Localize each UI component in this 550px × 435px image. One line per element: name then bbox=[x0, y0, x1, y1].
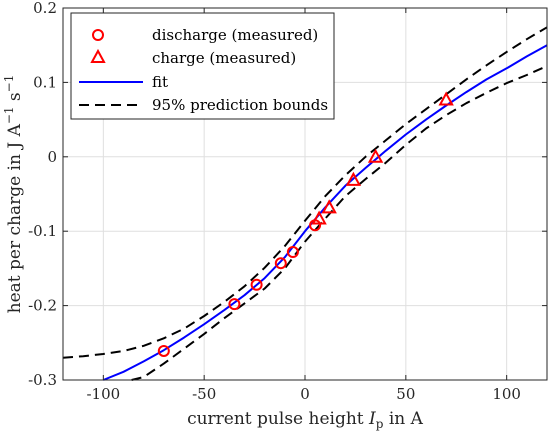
x-tick-label: 0 bbox=[300, 385, 310, 403]
discharge-point bbox=[286, 246, 299, 259]
discharge-point bbox=[157, 344, 170, 357]
charge-point bbox=[345, 171, 362, 186]
legend-box bbox=[70, 12, 335, 120]
discharge-point bbox=[274, 257, 287, 270]
legend-label-discharge: discharge (measured) bbox=[152, 26, 318, 44]
legend-label-bounds: 95% prediction bounds bbox=[152, 96, 328, 114]
discharge-point bbox=[228, 298, 241, 311]
charge-point bbox=[321, 199, 337, 214]
charge-point bbox=[367, 148, 384, 163]
charge-point bbox=[438, 91, 454, 106]
x-tick-label: -50 bbox=[192, 385, 216, 403]
ticks bbox=[63, 7, 547, 381]
x-tick-label: 50 bbox=[396, 385, 415, 403]
x-tick-label: 100 bbox=[492, 385, 521, 403]
discharge-point bbox=[250, 278, 263, 291]
legend-label-charge: charge (measured) bbox=[152, 49, 296, 67]
legend: discharge (measured) charge (measured) f… bbox=[70, 12, 335, 120]
legend-marker-charge bbox=[90, 48, 106, 63]
legend-marker-discharge bbox=[92, 29, 104, 41]
charge-point bbox=[311, 210, 327, 225]
y-tick-label: -0.2 bbox=[28, 297, 57, 315]
markers bbox=[157, 91, 454, 357]
y-tick-label: 0 bbox=[47, 148, 57, 166]
upper-bound-line bbox=[62, 26, 548, 359]
tick-labels: -100 -50 0 50 100 -0.3 -0.2 -0.1 0 0.1 0.2 bbox=[28, 0, 521, 403]
y-tick-label: 0.2 bbox=[33, 0, 57, 17]
y-tick-label: -0.3 bbox=[28, 371, 57, 389]
x-tick-label: -100 bbox=[86, 385, 120, 403]
y-tick-label: 0.1 bbox=[33, 73, 57, 91]
y-axis-title: heat per charge in J A−1 s−1 bbox=[2, 75, 25, 314]
y-tick-label: -0.1 bbox=[28, 222, 57, 240]
x-axis-title: current pulse height Ip in A bbox=[187, 409, 424, 431]
legend-label-fit: fit bbox=[152, 73, 168, 91]
lower-bound-line bbox=[131, 65, 548, 381]
